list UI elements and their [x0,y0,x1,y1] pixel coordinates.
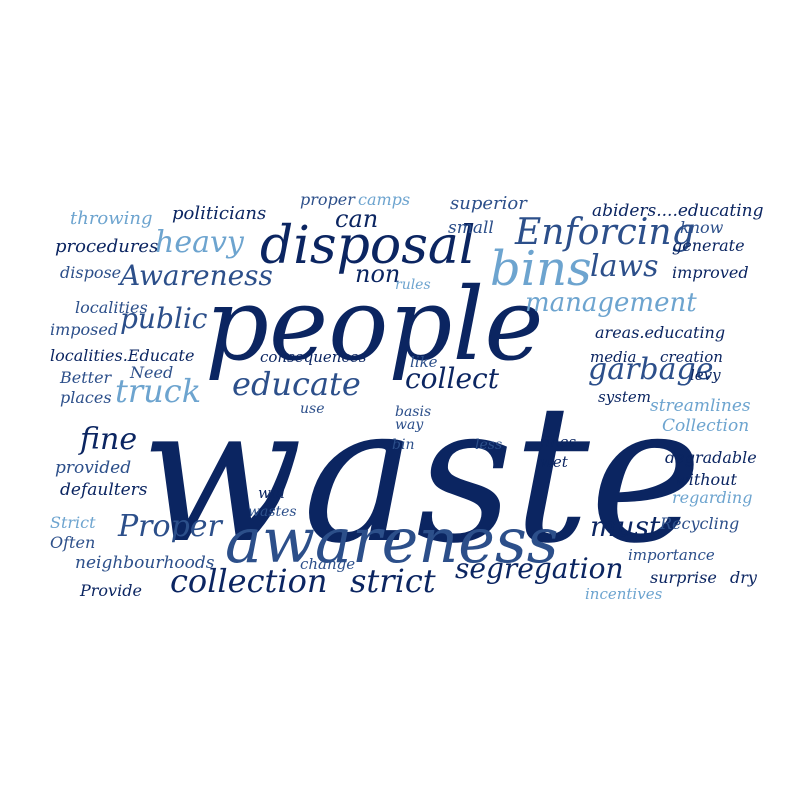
word-people: people [205,266,544,383]
word-imposed: imposed [50,320,119,339]
word-proper: proper [300,190,355,209]
word-management: management [525,288,697,318]
word-generate: generate [672,236,745,255]
word-degradable: degradable [665,448,757,467]
word-dispose: dispose [60,263,122,282]
word-consequences: consequences [260,348,367,366]
word-public: public [120,302,208,335]
word-bins: bins [490,241,592,297]
word-importance: importance [628,546,715,564]
word-way: way [395,417,424,433]
word-will: will [258,484,286,502]
word-non: non [355,260,401,288]
word-camps: camps [358,190,411,209]
word-wet: wet [540,453,568,471]
word-improved: improved [672,263,749,282]
word-educate: educate [232,365,361,403]
word-provided: provided [55,458,132,478]
word-awareness: Awareness [120,259,273,292]
word-often: Often [50,533,96,552]
word-procedures: procedures [55,236,159,257]
word-need: Need [130,363,174,382]
word-throwing: throwing [70,208,153,229]
word-heavy: heavy [155,225,244,260]
word-garbage: garbage [588,352,714,387]
word-media: media [590,348,637,366]
word-proper: Proper [118,509,222,544]
word-without: without [675,470,737,489]
word-can: can [335,205,379,233]
word-creation: creation [660,348,723,366]
word-provide: Provide [80,581,142,600]
word-strict: Strict [50,513,96,532]
word-system: system [598,388,651,406]
word-enforcing: Enforcing [515,212,695,253]
word-fine: fine [80,422,138,457]
word-better: Better [60,368,112,387]
word-collect: collect [405,362,499,395]
word-superior: superior [450,193,527,214]
word-strict: strict [350,562,436,600]
word-like: like [410,353,438,371]
word-regarding: regarding [672,488,753,507]
word-localities-educate: localities.Educate [50,346,195,365]
word-truck: truck [115,372,202,410]
word-laws: laws [590,249,659,284]
word-bin: bin [392,437,415,453]
word-waste: waste [140,364,703,585]
word-small: small [448,218,494,238]
word-surprise: surprise [650,568,717,587]
word-collection: Collection [662,416,750,436]
word-neighbourhoods: neighbourhoods [75,553,215,573]
word-politicians: politicians [172,203,267,224]
word-less: less [475,437,503,453]
word-segregation: segregation [455,552,624,585]
word-dry: dry [730,568,757,587]
word-recycling: Recycling [660,514,740,533]
word-must: must [590,510,661,543]
word-use: use [300,401,325,417]
word-abiders-educating: abiders....educating [592,201,764,221]
word-localities: localities [75,298,148,317]
word-fines: fines [540,433,577,451]
word-places: places [60,388,112,407]
word-levy: levy [690,366,721,384]
word-areas-educating: areas.educating [595,323,726,342]
word-know: know [680,218,724,237]
word-incentives: incentives [585,585,663,603]
word-disposal: disposal [260,216,476,276]
word-streamlines: streamlines [650,396,751,416]
word-defaulters: defaulters [60,480,148,500]
word-awareness: awareness [225,504,559,577]
word-basis: basis [395,404,432,420]
word-collection: collection [170,562,328,600]
word-rules: rules [395,277,431,293]
word-change: change [300,555,356,573]
word-wastes: wastes [248,504,297,520]
